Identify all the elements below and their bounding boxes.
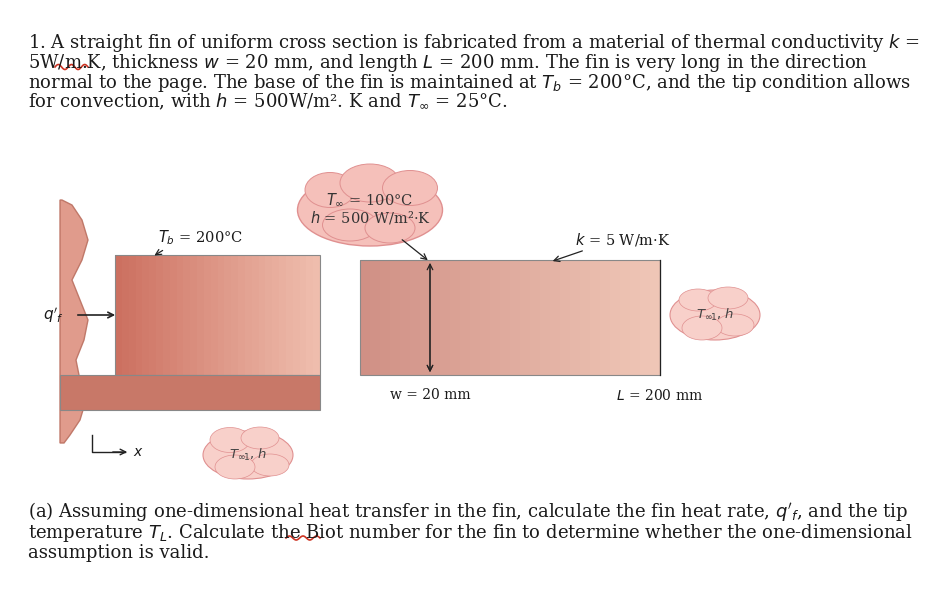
- Text: $T_{\infty\!1}$, $h$: $T_{\infty\!1}$, $h$: [696, 307, 734, 323]
- Ellipse shape: [210, 428, 250, 453]
- Bar: [590, 260, 600, 375]
- Bar: [149, 255, 156, 375]
- Text: $T_b$ = 200°C: $T_b$ = 200°C: [158, 229, 243, 247]
- Text: 5W/m.K, thickness $w$ = 20 mm, and length $L$ = 200 mm. The fin is very long in : 5W/m.K, thickness $w$ = 20 mm, and lengt…: [28, 52, 868, 74]
- Bar: [630, 260, 640, 375]
- Bar: [600, 260, 610, 375]
- Bar: [211, 255, 218, 375]
- Bar: [231, 255, 238, 375]
- Text: $T_\infty$ = 100°C: $T_\infty$ = 100°C: [326, 192, 414, 208]
- Bar: [360, 260, 370, 375]
- Bar: [540, 260, 550, 375]
- Bar: [183, 255, 190, 375]
- Bar: [400, 260, 410, 375]
- Bar: [440, 260, 450, 375]
- Bar: [143, 255, 149, 375]
- Bar: [218, 255, 224, 375]
- Text: w = 20 mm: w = 20 mm: [389, 388, 470, 402]
- Ellipse shape: [670, 290, 760, 340]
- Bar: [299, 255, 307, 375]
- Text: normal to the page. The base of the fin is maintained at $T_b$ = 200°C, and the : normal to the page. The base of the fin …: [28, 72, 911, 94]
- Bar: [204, 255, 211, 375]
- Bar: [490, 260, 500, 375]
- Bar: [156, 255, 163, 375]
- Bar: [251, 255, 259, 375]
- Bar: [197, 255, 204, 375]
- Bar: [570, 260, 580, 375]
- Text: $L$ = 200 mm: $L$ = 200 mm: [616, 388, 704, 403]
- Bar: [500, 260, 510, 375]
- Text: $k$ = 5 W/m·K: $k$ = 5 W/m·K: [575, 231, 671, 248]
- Bar: [272, 255, 279, 375]
- Ellipse shape: [716, 314, 754, 336]
- Ellipse shape: [708, 287, 748, 309]
- Bar: [450, 260, 460, 375]
- Bar: [560, 260, 570, 375]
- Ellipse shape: [203, 431, 293, 479]
- Ellipse shape: [241, 427, 279, 449]
- Bar: [238, 255, 245, 375]
- Bar: [550, 260, 560, 375]
- Text: $h$ = 500 W/m²·K: $h$ = 500 W/m²·K: [310, 209, 431, 227]
- Ellipse shape: [340, 164, 400, 202]
- Bar: [170, 255, 176, 375]
- Ellipse shape: [679, 289, 717, 311]
- Bar: [60, 375, 320, 410]
- Bar: [176, 255, 183, 375]
- Bar: [580, 260, 590, 375]
- Ellipse shape: [323, 209, 377, 241]
- Bar: [510, 260, 520, 375]
- Ellipse shape: [383, 171, 437, 206]
- Bar: [245, 255, 251, 375]
- Bar: [129, 255, 135, 375]
- Bar: [190, 255, 197, 375]
- Text: temperature $T_L$. Calculate the Biot number for the fin to determine whether th: temperature $T_L$. Calculate the Biot nu…: [28, 522, 913, 544]
- Bar: [115, 255, 122, 375]
- Text: assumption is valid.: assumption is valid.: [28, 544, 209, 562]
- Bar: [460, 260, 470, 375]
- Bar: [360, 260, 660, 375]
- Ellipse shape: [297, 174, 443, 246]
- Bar: [470, 260, 480, 375]
- Bar: [313, 255, 320, 375]
- Text: for convection, with $h$ = 500W/m². K and $T_\infty$ = 25°C.: for convection, with $h$ = 500W/m². K an…: [28, 92, 507, 112]
- Text: (a) Assuming one-dimensional heat transfer in the fin, calculate the fin heat ra: (a) Assuming one-dimensional heat transf…: [28, 500, 908, 523]
- Polygon shape: [60, 200, 88, 443]
- Bar: [163, 255, 170, 375]
- Ellipse shape: [215, 455, 255, 479]
- Bar: [620, 260, 630, 375]
- Bar: [640, 260, 650, 375]
- Bar: [410, 260, 420, 375]
- Bar: [530, 260, 540, 375]
- Bar: [307, 255, 313, 375]
- Text: 1. A straight fin of uniform cross section is fabricated from a material of ther: 1. A straight fin of uniform cross secti…: [28, 32, 920, 54]
- Bar: [122, 255, 129, 375]
- Text: $q'_f$: $q'_f$: [43, 305, 64, 325]
- Bar: [115, 255, 320, 375]
- Bar: [135, 255, 143, 375]
- Bar: [224, 255, 231, 375]
- Bar: [370, 260, 380, 375]
- Bar: [520, 260, 530, 375]
- Text: $T_{\infty\!1}$, $h$: $T_{\infty\!1}$, $h$: [229, 447, 267, 463]
- Bar: [286, 255, 293, 375]
- Bar: [380, 260, 390, 375]
- Ellipse shape: [682, 316, 722, 340]
- Bar: [420, 260, 430, 375]
- Ellipse shape: [251, 454, 289, 476]
- Bar: [259, 255, 265, 375]
- Bar: [293, 255, 299, 375]
- Bar: [610, 260, 620, 375]
- Bar: [430, 260, 440, 375]
- Text: $x$: $x$: [133, 445, 144, 459]
- Bar: [390, 260, 400, 375]
- Bar: [279, 255, 286, 375]
- Bar: [480, 260, 490, 375]
- Ellipse shape: [365, 213, 415, 243]
- Bar: [650, 260, 660, 375]
- Bar: [265, 255, 272, 375]
- Ellipse shape: [305, 172, 355, 208]
